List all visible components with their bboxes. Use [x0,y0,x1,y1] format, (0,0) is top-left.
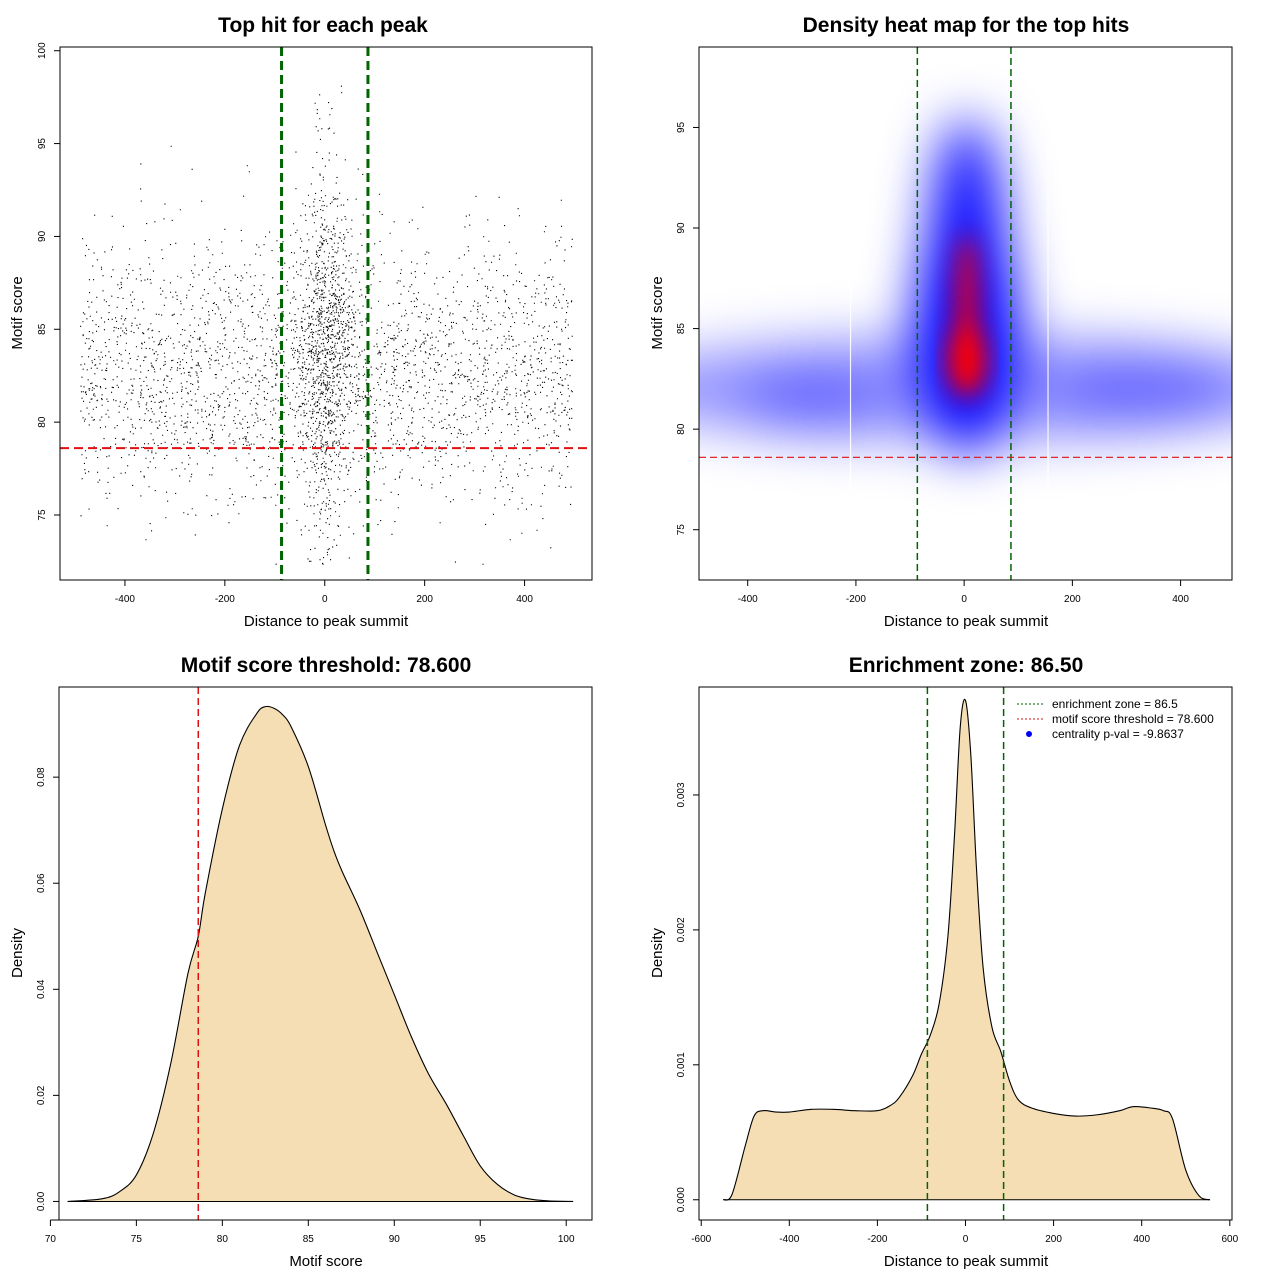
score-y-axis: 0.00 0.02 0.04 0.06 0.08 [36,767,60,1211]
scatter-x-tick-label: -200 [215,594,235,605]
score-x-tick-label: 75 [131,1234,143,1245]
score-y-tick-label: 0.02 [36,1085,47,1105]
heatmap-x-tick-label: 400 [1172,594,1189,605]
heatmap-x-axis: -400 -200 0 200 400 [738,579,1189,605]
distance-y-tick-label: 0.003 [676,782,687,807]
scatter-points [80,85,573,565]
legend-label-centrality: centrality p-val = -9.8637 [1052,727,1184,741]
density-peak [946,320,987,397]
score-x-tick-label: 80 [217,1234,229,1245]
heatmap-y-tick-label: 95 [676,121,687,133]
score-x-axis-label: Motif score [289,1253,362,1270]
distance-x-tick-label: 600 [1221,1234,1238,1245]
score-x-tick-label: 90 [389,1234,401,1245]
distance-fill [723,699,1210,1201]
heatmap-y-tick-label: 90 [676,222,687,234]
heatmap-y-tick-label: 75 [676,524,687,536]
heatmap-x-tick-label: -200 [846,594,866,605]
scatter-panel: Top hit for each peak -400 -200 0 200 400 75… [9,14,593,630]
score-y-axis-label: Density [9,927,26,978]
scatter-y-axis-label: Motif score [9,276,26,349]
heatmap-y-axis-label: Motif score [649,276,666,349]
distance-x-tick-label: 0 [963,1234,969,1245]
score-y-tick-label: 0.04 [36,979,47,999]
heatmap-panel: Density heat map for the top hits -400 -2… [649,14,1233,630]
score-density-area [67,705,574,1202]
legend-item-centrality: centrality p-val = -9.8637 [1026,727,1184,741]
distance-x-tick-label: 400 [1133,1234,1150,1245]
score-y-tick-label: 0.00 [36,1191,47,1211]
legend-item-motif-threshold: motif score threshold = 78.600 [1017,712,1214,726]
scatter-x-tick-label: 400 [516,594,533,605]
distance-y-axis-label: Density [649,927,666,978]
scatter-x-tick-label: 200 [416,594,433,605]
distance-x-axis-label: Distance to peak summit [884,1253,1049,1270]
distance-curve [722,698,1211,1201]
distance-density-title: Enrichment zone: 86.50 [849,654,1084,677]
scatter-title: Top hit for each peak [218,14,428,37]
distance-density-area [722,698,1211,1201]
distance-x-axis: -600 -400 -200 0 200 400 600 [691,1219,1239,1245]
distance-x-tick-label: -400 [779,1234,799,1245]
density-band-left [742,372,883,425]
scatter-y-tick-label: 85 [37,323,48,335]
scatter-y-tick-label: 75 [37,509,48,521]
legend-swatch-centrality [1026,731,1032,737]
heatmap-x-axis-label: Distance to peak summit [884,613,1049,630]
heatmap-x-tick-label: -400 [738,594,758,605]
distance-y-tick-label: 0.002 [676,917,687,942]
heatmap-y-tick-label: 80 [676,423,687,435]
heatmap-y-axis: 75 80 85 90 95 [676,121,700,536]
distance-y-tick-label: 0.000 [676,1187,687,1212]
scatter-x-tick-label: 0 [322,594,328,605]
score-curve [67,705,574,1202]
scatter-reference-lines [60,47,592,580]
scatter-y-tick-label: 95 [37,138,48,150]
scatter-point [80,85,573,565]
legend: enrichment zone = 86.5 motif score thres… [1017,697,1214,741]
legend-label-enrichment-zone: enrichment zone = 86.5 [1052,697,1178,711]
heatmap-reference-lines [699,47,1232,580]
heatmap-y-tick-label: 85 [676,323,687,335]
heatmap-x-tick-label: 0 [961,594,967,605]
scatter-y-tick-label: 80 [37,416,48,428]
score-y-tick-label: 0.08 [36,767,47,787]
score-x-tick-label: 95 [475,1234,487,1245]
scatter-x-axis: -400 -200 0 200 400 [115,579,533,605]
legend-label-motif-threshold: motif score threshold = 78.600 [1052,712,1214,726]
scatter-y-axis: 75 80 85 90 95 100 [37,42,61,521]
scatter-y-tick-label: 100 [37,42,48,59]
distance-x-tick-label: 200 [1045,1234,1062,1245]
distance-y-tick-label: 0.001 [676,1052,687,1077]
legend-item-enrichment-zone: enrichment zone = 86.5 [1017,697,1178,711]
scatter-x-tick-label: -400 [115,594,135,605]
heatmap-density [699,47,1232,580]
score-x-tick-label: 85 [303,1234,315,1245]
distance-x-tick-label: -200 [867,1234,887,1245]
scatter-y-tick-label: 90 [37,230,48,242]
score-x-tick-label: 70 [45,1234,57,1245]
heatmap-hot-layer [946,233,987,397]
score-y-tick-label: 0.06 [36,873,47,893]
distance-density-panel: Enrichment zone: 86.50 -600 -400 -200 0 200 4… [649,654,1239,1270]
score-x-tick-label: 100 [558,1234,575,1245]
scatter-x-axis-label: Distance to peak summit [244,613,409,630]
enrichment-zone-lines [926,687,1005,1220]
score-density-title: Motif score threshold: 78.600 [181,654,472,677]
heatmap-x-tick-label: 200 [1064,594,1081,605]
score-fill [67,706,574,1202]
score-x-axis: 70 75 80 85 90 95 100 [45,1219,575,1245]
distance-y-axis: 0.000 0.001 0.002 0.003 [676,782,700,1212]
score-density-panel: Motif score threshold: 78.600 70 75 80 85 90… [9,654,593,1270]
heatmap-title: Density heat map for the top hits [803,14,1130,37]
distance-x-tick-label: -600 [691,1234,711,1245]
density-band-right [1052,358,1232,419]
